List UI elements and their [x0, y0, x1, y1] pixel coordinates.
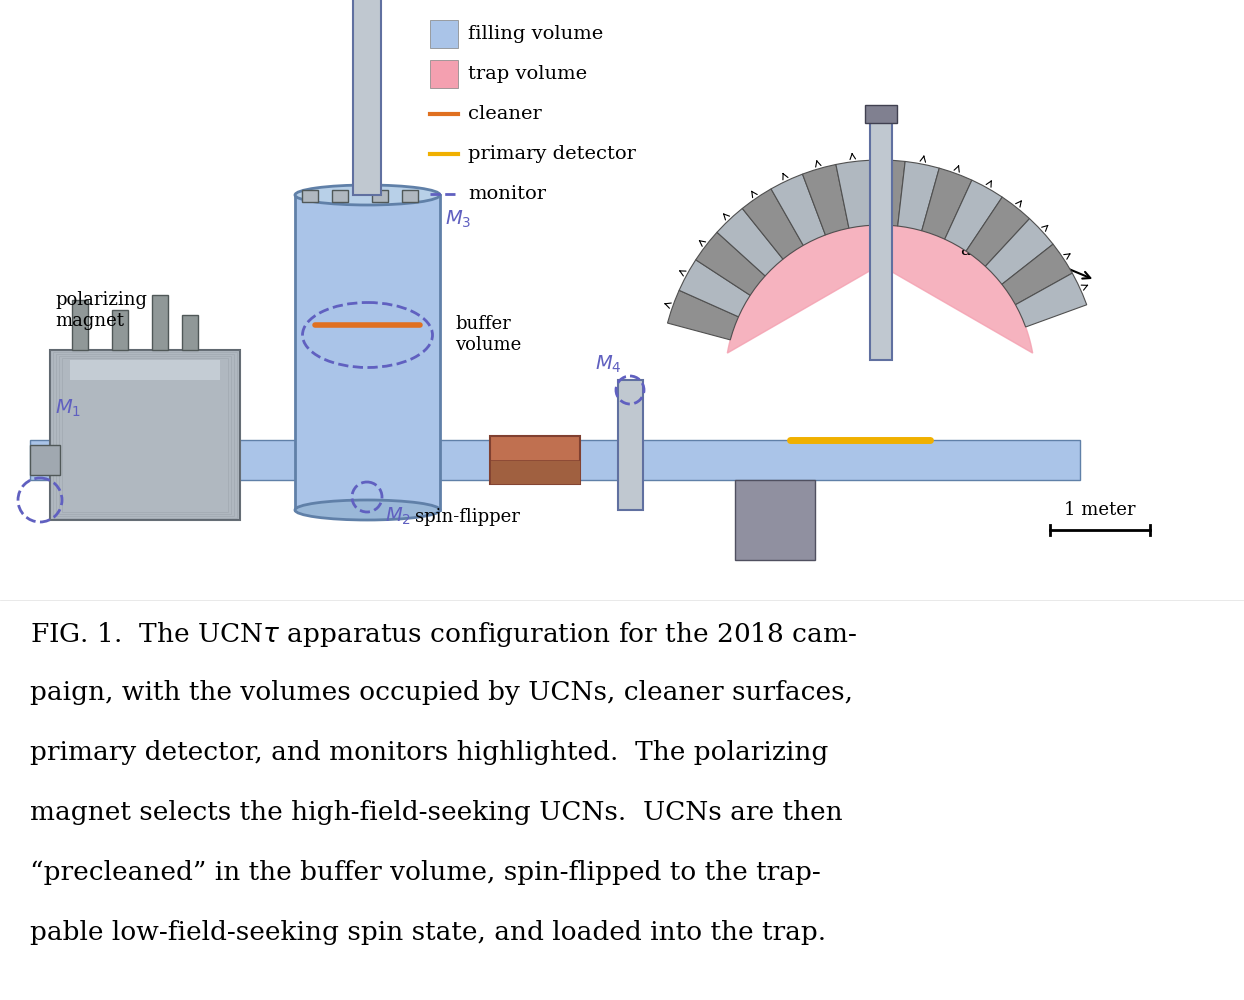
Bar — [182, 315, 198, 350]
Bar — [70, 360, 220, 380]
Polygon shape — [836, 160, 873, 228]
Text: monitor: monitor — [468, 185, 546, 203]
Polygon shape — [717, 208, 782, 276]
Text: spin-flipper: spin-flipper — [415, 508, 520, 526]
Text: FIG. 1.  The UCN$\tau$ apparatus configuration for the 2018 cam-: FIG. 1. The UCN$\tau$ apparatus configur… — [30, 620, 857, 649]
Text: polarizing
magnet: polarizing magnet — [55, 291, 147, 330]
Ellipse shape — [295, 185, 440, 205]
Polygon shape — [967, 197, 1030, 266]
Polygon shape — [728, 225, 1033, 353]
Text: primary detector, and monitors highlighted.  The polarizing: primary detector, and monitors highlight… — [30, 740, 829, 765]
Bar — [430, 20, 458, 48]
Text: buffer
volume: buffer volume — [455, 315, 521, 354]
Polygon shape — [1015, 273, 1087, 327]
Text: cleaner: cleaner — [468, 105, 541, 123]
Bar — [50, 350, 240, 520]
Bar — [152, 295, 168, 350]
Bar — [58, 356, 231, 514]
Bar — [62, 358, 228, 512]
Text: trap volume: trap volume — [468, 65, 587, 83]
Bar — [30, 440, 1080, 480]
Text: $M_2$: $M_2$ — [384, 506, 411, 527]
Bar — [618, 380, 643, 510]
Polygon shape — [695, 232, 765, 295]
Text: “precleaned” in the buffer volume, spin-flipped to the trap-: “precleaned” in the buffer volume, spin-… — [30, 860, 821, 885]
Bar — [72, 300, 88, 350]
Bar — [870, 120, 892, 360]
Polygon shape — [985, 219, 1054, 284]
Text: filling volume: filling volume — [468, 25, 603, 43]
Bar — [112, 310, 128, 350]
Polygon shape — [802, 164, 848, 235]
Polygon shape — [668, 290, 739, 340]
Text: primary detector: primary detector — [468, 145, 636, 163]
Text: $M_1$: $M_1$ — [55, 397, 81, 419]
Text: magnet selects the high-field-seeking UCNs.  UCNs are then: magnet selects the high-field-seeking UC… — [30, 800, 842, 825]
Bar — [302, 190, 318, 202]
Polygon shape — [898, 161, 939, 231]
Bar — [372, 190, 388, 202]
Bar — [295, 195, 440, 510]
Bar — [402, 190, 418, 202]
Bar — [30, 445, 60, 475]
Bar — [53, 352, 238, 518]
Bar — [430, 60, 458, 88]
Ellipse shape — [295, 500, 440, 520]
Polygon shape — [944, 180, 1003, 251]
Polygon shape — [922, 168, 972, 239]
Bar — [735, 480, 815, 560]
Polygon shape — [771, 174, 826, 245]
Text: $M_3$: $M_3$ — [445, 209, 471, 230]
Polygon shape — [1001, 244, 1072, 305]
Text: 1 meter: 1 meter — [1065, 501, 1136, 519]
Polygon shape — [679, 260, 750, 317]
Polygon shape — [743, 189, 804, 259]
Polygon shape — [871, 160, 906, 226]
Text: pable low-field-seeking spin state, and loaded into the trap.: pable low-field-seeking spin state, and … — [30, 920, 826, 945]
Text: paign, with the volumes occupied by UCNs, cleaner surfaces,: paign, with the volumes occupied by UCNs… — [30, 680, 853, 705]
Bar — [56, 354, 234, 516]
Bar — [490, 460, 580, 484]
Bar — [490, 436, 580, 484]
Text: Halbach
array: Halbach array — [960, 220, 1090, 279]
Bar — [50, 350, 240, 520]
Bar — [353, 0, 381, 195]
Text: $M_4$: $M_4$ — [595, 354, 622, 375]
Bar — [332, 190, 348, 202]
Bar — [865, 105, 897, 123]
